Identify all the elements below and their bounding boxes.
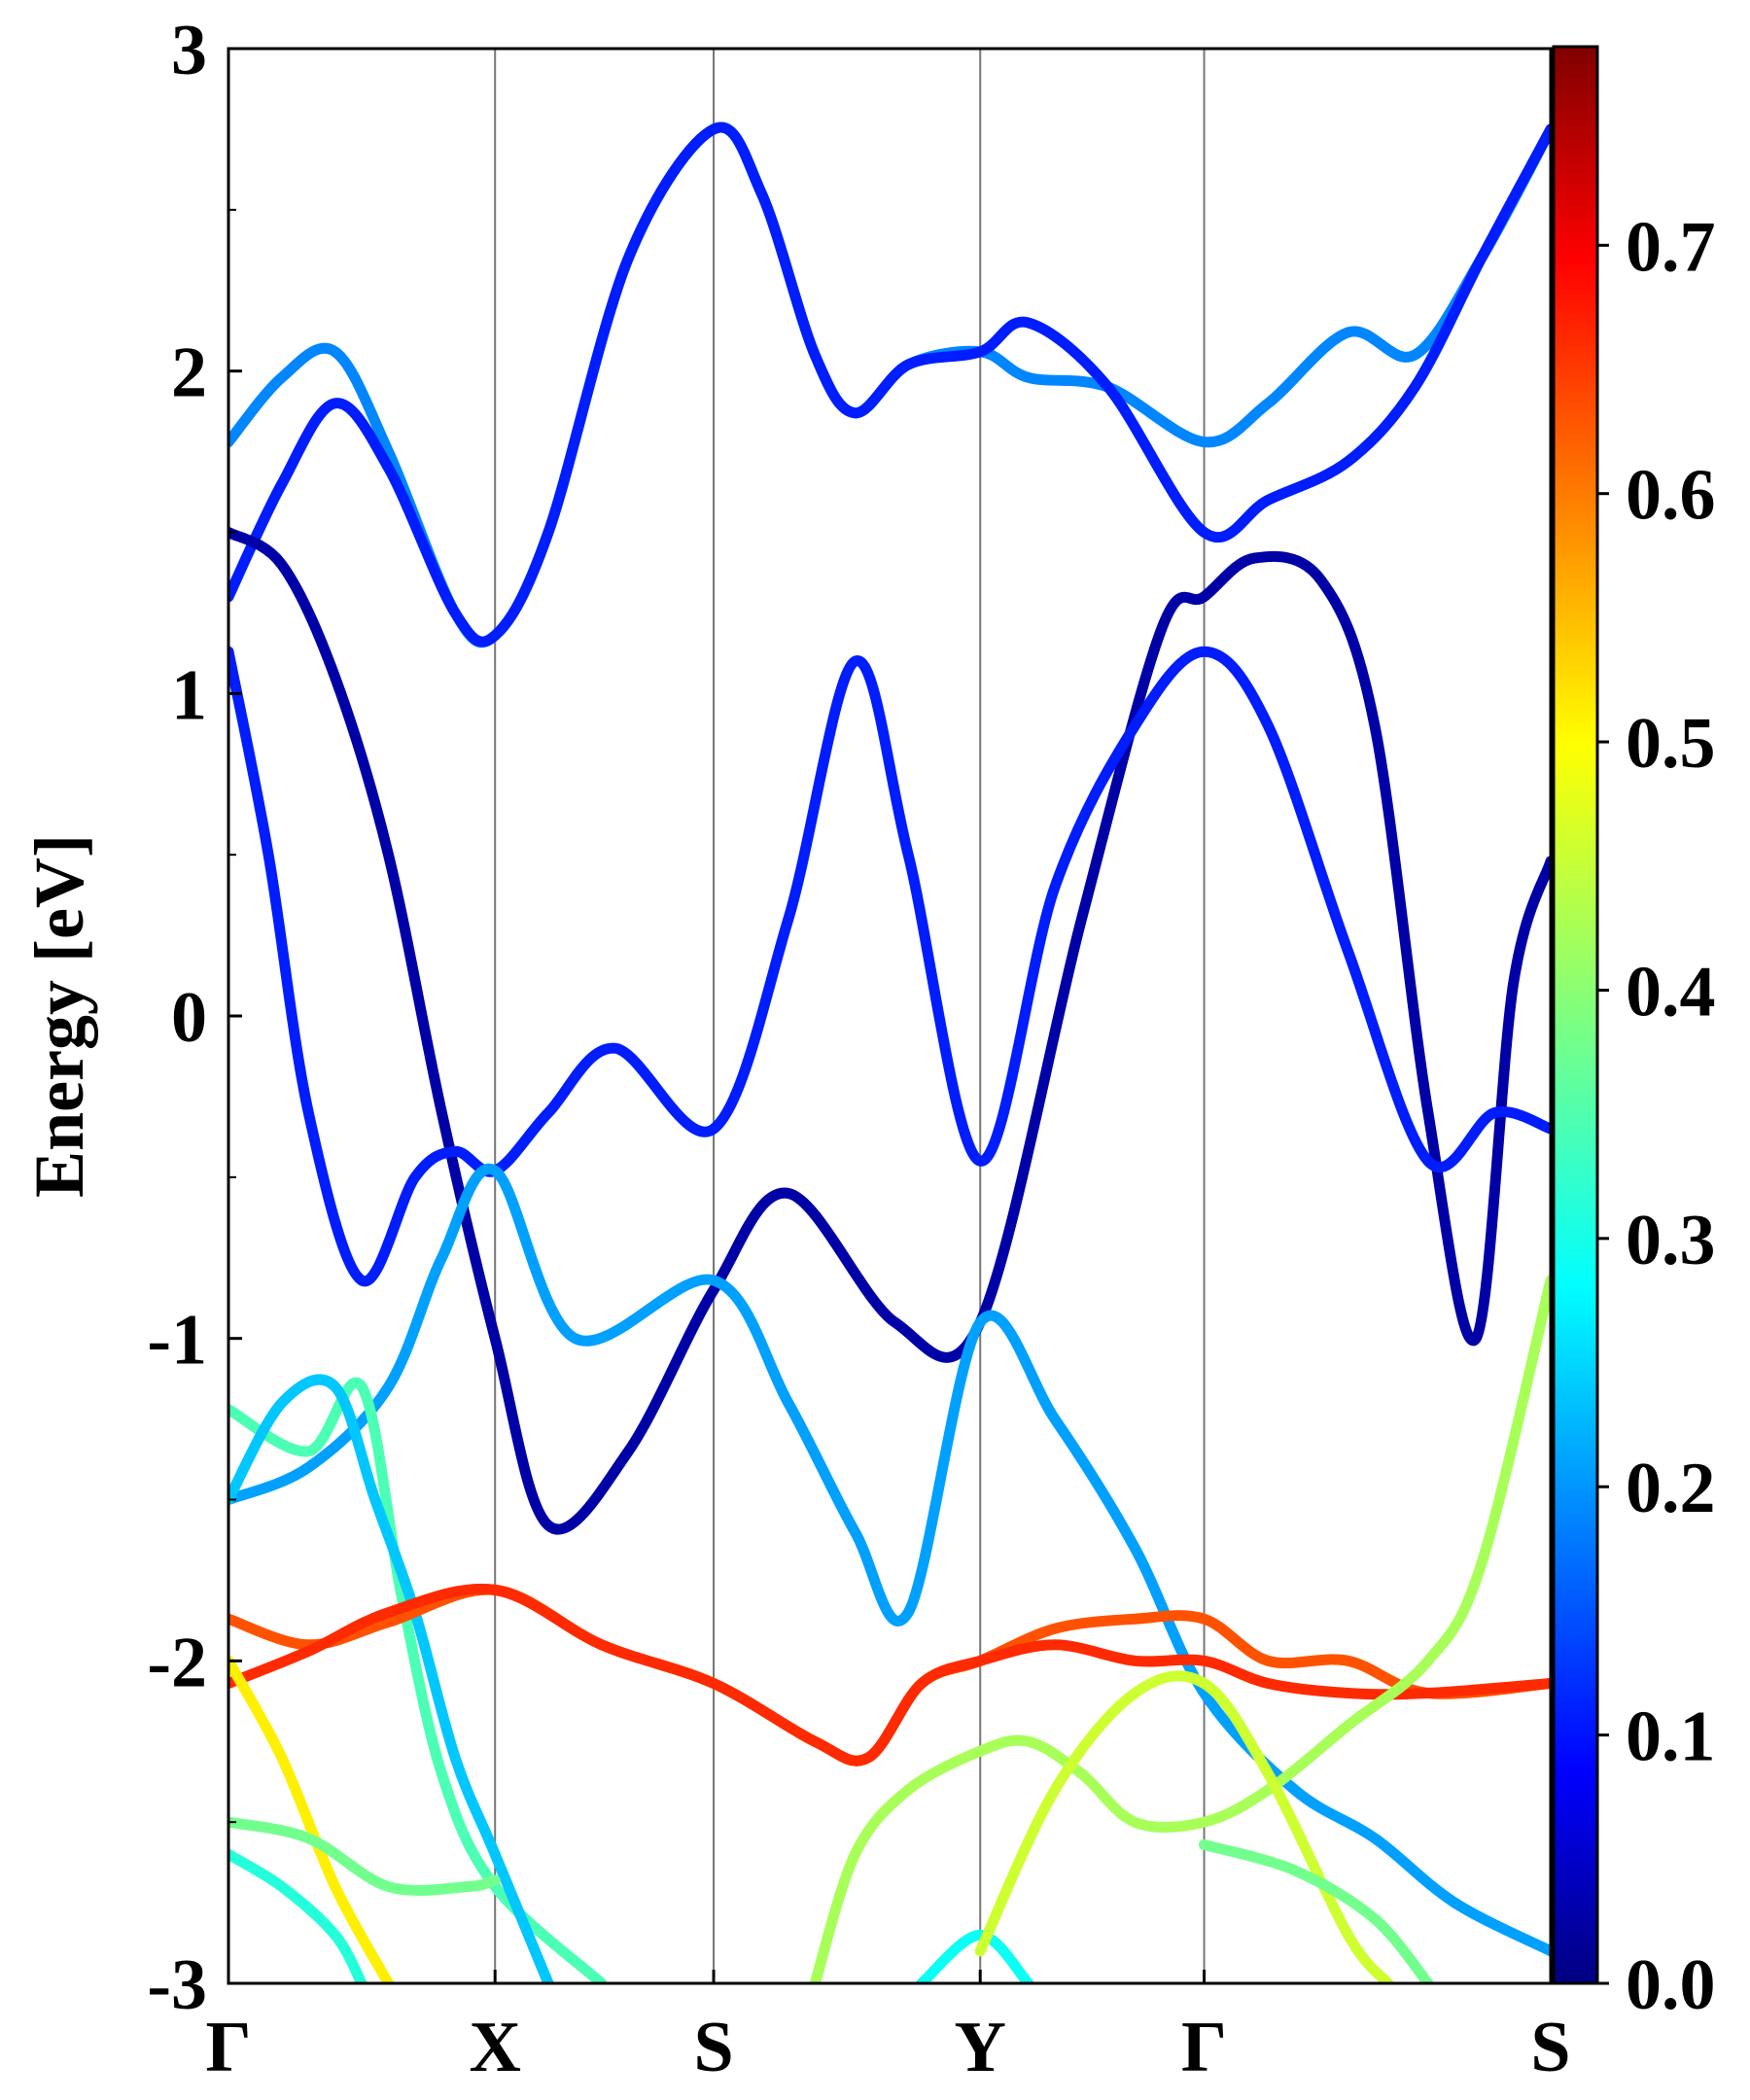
colorbar-gradient — [1552, 45, 1599, 1985]
x-tick-label: X — [469, 2008, 520, 2087]
band-line-2 — [228, 527, 1551, 1535]
band-line-14 — [974, 1670, 1394, 1983]
band-line-4 — [228, 1163, 1551, 1957]
y-tick-label: 1 — [171, 655, 207, 735]
band-line-6 — [228, 1374, 554, 1983]
band-line-9 — [228, 1655, 394, 1983]
band-line-8 — [228, 1583, 1551, 1767]
colorbar-tick-label: 0.3 — [1626, 1201, 1716, 1280]
colorbar-tick-label: 0.5 — [1626, 704, 1716, 784]
y-axis: 3 2 1 0 -1 -2 -3 — [147, 11, 242, 2025]
band-line-1 — [228, 122, 1551, 648]
x-tick-label: Γ — [205, 2008, 251, 2087]
y-axis-label: Energy [eV] — [20, 834, 98, 1198]
band-line-11 — [228, 1848, 368, 1983]
y-tick-label: 3 — [171, 11, 207, 90]
y-tick-label: 2 — [171, 333, 207, 413]
band-lines — [228, 122, 1551, 1983]
x-tick-label: Y — [954, 2008, 1005, 2087]
band-line-5 — [228, 1377, 608, 1983]
y-tick-label: -1 — [147, 1301, 207, 1381]
y-tick-label: -3 — [147, 1945, 207, 2025]
y-tick-label: 0 — [171, 978, 207, 1058]
band-line-3 — [228, 646, 1551, 1287]
band-line-12 — [809, 1275, 1551, 1983]
colorbar-tick-label: 0.2 — [1626, 1449, 1716, 1528]
colorbar-tick-label: 0.1 — [1626, 1698, 1716, 1777]
x-tick-label: Γ — [1181, 2008, 1227, 2087]
colorbar-tick-label: 0.6 — [1626, 456, 1716, 536]
colorbar-tick-label: 0.0 — [1626, 1945, 1716, 2025]
x-tick-label: S — [1530, 2008, 1570, 2087]
band-line-15 — [1199, 1838, 1434, 1983]
y-tick-label: -2 — [147, 1623, 207, 1702]
band-line-13 — [916, 1929, 1034, 1983]
x-tick-label: S — [693, 2008, 733, 2087]
colorbar-tick-label: 0.4 — [1626, 952, 1716, 1032]
band-line-10 — [228, 1816, 501, 1896]
colorbar-tick-label: 0.7 — [1626, 207, 1716, 287]
colorbar: 0.0 0.1 0.2 0.3 0.4 0.5 0.6 0.7 — [1552, 45, 1716, 2025]
